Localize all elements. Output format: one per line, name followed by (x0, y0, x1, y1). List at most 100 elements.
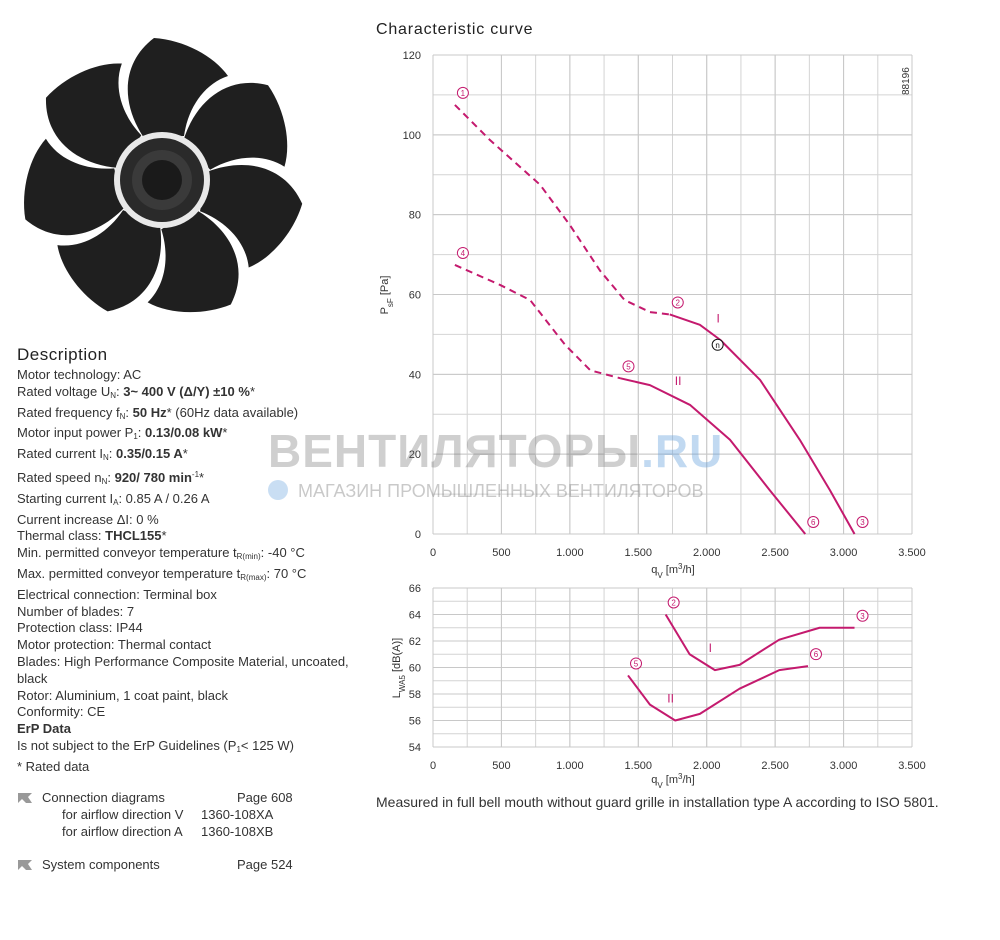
text-run: Motor protection: Thermal contact (17, 637, 212, 653)
text-run: * (199, 469, 205, 485)
description-line: Motor input power P1: 0.13/0.08 kW* (17, 425, 362, 446)
link-page: Page 524 (237, 857, 293, 872)
text-run: -1 (191, 469, 200, 479)
x-tick-label: 3.000 (830, 760, 858, 772)
x-tick-label: 3.500 (898, 760, 926, 772)
footnote: Measured in full bell mouth without guar… (376, 794, 939, 810)
x-tick-label: 0 (430, 547, 436, 559)
text-run: [m (663, 774, 678, 786)
text-run: Conformity: CE (17, 704, 106, 720)
text-run: ErP Data (17, 721, 71, 737)
x-tick-label: 2.500 (761, 760, 789, 772)
link-row: Connection diagrams Page 608 (17, 790, 357, 807)
point-marker (809, 648, 822, 661)
text-run: : (107, 469, 115, 485)
description-line: Motor protection: Thermal contact (17, 637, 362, 654)
text-run: sF (386, 298, 395, 307)
x-tick-label: 3.500 (898, 547, 926, 559)
text-run: Blades: High Performance Composite Mater… (17, 653, 349, 686)
x-tick-label: 2.000 (693, 760, 721, 772)
text-run: Motor technology: AC (17, 367, 142, 382)
description-line: Rated current IN: 0.35/0.15 A* (17, 446, 362, 467)
link-icon (18, 793, 32, 803)
text-run: * (222, 425, 228, 441)
y-axis-label: LWA5 [dB(A)] (391, 638, 407, 698)
text-run: : 70 °C (266, 565, 307, 581)
text-run: /h] (682, 564, 694, 576)
link-item-code: 1360-108XA (201, 807, 274, 822)
text-run: : (116, 383, 124, 399)
text-run: P (379, 307, 391, 314)
text-run: q (651, 774, 657, 786)
text-run: Thermal class: (17, 528, 106, 544)
y-tick-label: 100 (403, 130, 421, 142)
text-run: Is not subject to the ErP Guidelines (P (17, 737, 237, 753)
link-item-code: 1360-108XB (201, 824, 274, 839)
text-run: Protection class: IP44 (17, 620, 143, 636)
text-run: 3 (678, 562, 683, 571)
link-icon (18, 860, 32, 870)
text-run: 3~ 400 V (Δ/Y) ±10 % (123, 383, 250, 399)
text-run: 50 Hz (132, 404, 167, 420)
text-run: Rated frequency f (17, 404, 120, 420)
point-label: 2 (671, 599, 676, 608)
curve (454, 264, 621, 380)
text-run: * (60Hz data available) (166, 404, 299, 420)
x-tick-label: 500 (492, 547, 510, 559)
drawing-code: 88196 (901, 67, 912, 95)
point-marker (711, 338, 724, 351)
point-label: 3 (860, 612, 865, 621)
text-run: N (110, 390, 117, 400)
x-tick-label: 2.500 (761, 547, 789, 559)
y-tick-label: 20 (409, 449, 421, 461)
text-run: 920/ 780 min (114, 469, 192, 485)
description-line: * Rated data (17, 759, 362, 776)
x-tick-label: 2.000 (693, 547, 721, 559)
description-line: Starting current IA: 0.85 A / 0.26 A (17, 491, 362, 512)
description-line: Max. permitted conveyor temperature tR(m… (17, 566, 362, 587)
y-tick-label: 40 (409, 369, 421, 381)
y-tick-label: 56 (409, 716, 421, 728)
text-run: * Rated data (17, 758, 90, 774)
curve-label: I (716, 311, 719, 325)
fan-image (10, 38, 310, 325)
y-tick-label: 66 (409, 583, 421, 595)
text-run: Current increase ΔI: 0 % (17, 511, 159, 527)
text-run: : 0.85 A / 0.26 A (118, 490, 210, 506)
x-axis-label: qV [m3/h] (651, 562, 694, 580)
text-run: Motor input power P (17, 425, 134, 441)
x-tick-label: 0 (430, 760, 436, 772)
x-tick-label: 1.000 (556, 760, 584, 772)
curve (620, 377, 807, 535)
text-run: Max. permitted conveyor temperature t (17, 565, 241, 581)
y-tick-label: 62 (409, 636, 421, 648)
y-tick-label: 64 (409, 610, 421, 622)
text-run: [dB(A)] (391, 638, 403, 675)
link-title: System components (42, 857, 160, 872)
y-axis-label: PsF [Pa] (379, 276, 395, 315)
description-lines: Motor technology: AC Rated voltage UN: 3~… (17, 367, 362, 776)
curve-label: II (667, 692, 674, 706)
y-tick-label: 120 (403, 50, 421, 62)
text-run: 0.13/0.08 kW (145, 425, 223, 441)
curve (664, 613, 855, 672)
text-run: WA5 (398, 675, 407, 693)
description-heading: Description (17, 345, 108, 364)
text-run: Number of blades: 7 (17, 603, 135, 619)
text-run: : -40 °C (260, 545, 305, 561)
description-line: ErP Data (17, 721, 362, 738)
text-run: [Pa] (379, 276, 391, 299)
point-label: 2 (676, 298, 681, 307)
link-page: Page 608 (237, 790, 293, 805)
text-run: [m (663, 564, 678, 576)
text-run: V (657, 571, 663, 580)
point-marker (456, 86, 469, 99)
description-line: Current increase ΔI: 0 % (17, 512, 362, 529)
description: Description Motor technology: AC Rated vo… (17, 345, 362, 776)
text-run: Rated speed n (17, 469, 102, 485)
description-line: Protection class: IP44 (17, 620, 362, 637)
text-run: THCL155 (105, 528, 162, 544)
text-run: N (119, 411, 126, 421)
